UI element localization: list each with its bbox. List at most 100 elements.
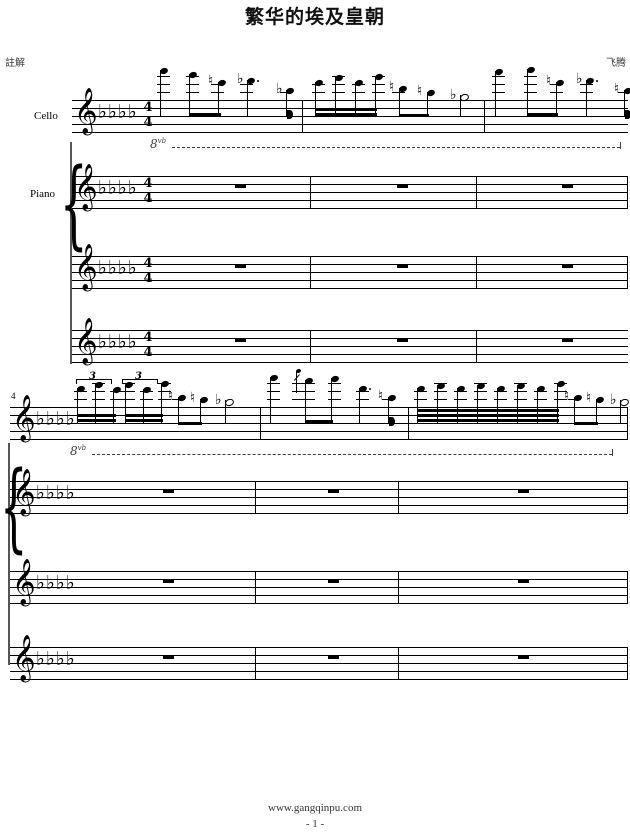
treble-clef-icon: 𝄞 bbox=[12, 635, 36, 681]
time-signature-numerator: 4 bbox=[143, 176, 153, 191]
whole-rest bbox=[328, 489, 339, 493]
staff-line bbox=[10, 439, 628, 440]
page-title: 繁华的埃及皇朝 bbox=[244, 6, 385, 28]
staff-line bbox=[72, 124, 628, 125]
barline bbox=[255, 571, 256, 604]
whole-rest bbox=[562, 264, 573, 268]
measure-number: 4 bbox=[11, 391, 16, 401]
staff-line bbox=[10, 579, 628, 580]
key-signature: ♭♭♭♭ bbox=[98, 331, 138, 353]
staff-piano-upper: 𝄞 ♭♭♭♭ bbox=[10, 472, 628, 514]
barline bbox=[255, 647, 256, 680]
whole-rest bbox=[235, 184, 246, 188]
staff-line bbox=[10, 671, 628, 672]
whole-rest bbox=[235, 338, 246, 342]
barline bbox=[484, 100, 485, 133]
piano-brace: { bbox=[0, 451, 28, 563]
whole-rest bbox=[397, 184, 408, 188]
staff-cello: 𝄞 ♭♭♭♭ 3 3 bbox=[10, 368, 630, 440]
whole-rest bbox=[562, 338, 573, 342]
barline-final bbox=[627, 407, 628, 440]
staff-line bbox=[10, 587, 628, 588]
staff-extra: 𝄞 ♭♭♭♭ 4 4 bbox=[72, 321, 628, 363]
staff-extra: 𝄞 ♭♭♭♭ bbox=[10, 638, 628, 680]
time-signature-denominator: 4 bbox=[143, 345, 153, 360]
annotation-label: 註解 bbox=[5, 58, 25, 69]
treble-clef-icon: 𝄞 bbox=[74, 164, 98, 210]
barline bbox=[476, 176, 477, 209]
staff-piano-upper: 𝄞 ♭♭♭♭ 4 4 bbox=[72, 167, 628, 209]
ottava-8vb-marking: 8vb bbox=[150, 137, 622, 152]
treble-clef-icon: 𝄞 bbox=[74, 244, 98, 290]
key-signature: ♭♭♭♭ bbox=[98, 257, 138, 279]
staff-line bbox=[10, 489, 628, 490]
staff-line bbox=[72, 288, 628, 289]
system-bracket bbox=[8, 443, 10, 665]
staff-line bbox=[10, 571, 628, 572]
key-signature: ♭♭♭♭ bbox=[98, 101, 138, 123]
time-signature-numerator: 4 bbox=[143, 100, 153, 115]
staff-line bbox=[72, 116, 628, 117]
tuplet-number: 3 bbox=[135, 371, 142, 382]
time-signature-denominator: 4 bbox=[143, 115, 153, 130]
staff-line bbox=[72, 184, 628, 185]
treble-clef-icon: 𝄞 bbox=[74, 318, 98, 364]
whole-rest bbox=[518, 579, 529, 583]
staff-line bbox=[72, 100, 628, 101]
whole-rest bbox=[163, 655, 174, 659]
staff-line bbox=[10, 497, 628, 498]
barline bbox=[260, 407, 261, 440]
whole-rest bbox=[328, 655, 339, 659]
treble-clef-icon: 𝄞 bbox=[12, 469, 36, 515]
staff-line bbox=[10, 663, 628, 664]
tuplet-number: 3 bbox=[89, 371, 96, 382]
staff-line bbox=[72, 200, 628, 201]
ottava-8vb-marking: 8vb bbox=[70, 444, 614, 459]
staff-line bbox=[10, 655, 628, 656]
staff-line bbox=[72, 264, 628, 265]
staff-line bbox=[10, 505, 628, 506]
staff-line bbox=[72, 256, 628, 257]
music-system-2: 4 𝄞 ♭♭♭♭ 3 3 bbox=[0, 368, 630, 680]
time-signature-denominator: 4 bbox=[143, 271, 153, 286]
barline bbox=[302, 100, 303, 133]
ottava-label: 8vb bbox=[70, 444, 87, 458]
staff-line bbox=[10, 415, 628, 416]
music-system-1: Cello Piano 𝄞 ♭♭♭♭ 4 4 bbox=[0, 65, 630, 368]
whole-rest bbox=[328, 579, 339, 583]
time-signature-numerator: 4 bbox=[143, 330, 153, 345]
barline bbox=[310, 176, 311, 209]
whole-rest bbox=[397, 338, 408, 342]
barline bbox=[398, 481, 399, 514]
staff-line bbox=[72, 272, 628, 273]
staff-line bbox=[72, 192, 628, 193]
barline-final bbox=[627, 571, 628, 604]
whole-rest bbox=[562, 184, 573, 188]
barline bbox=[310, 330, 311, 363]
key-signature: ♭♭♭♭ bbox=[98, 177, 138, 199]
staff-line bbox=[10, 423, 628, 424]
staff-cello: 𝄞 ♭♭♭♭ 4 4 ♮ bbox=[72, 65, 630, 133]
staff-line bbox=[72, 354, 628, 355]
key-signature: ♭♭♭♭ bbox=[36, 482, 76, 504]
key-signature: ♭♭♭♭ bbox=[36, 572, 76, 594]
key-signature: ♭♭♭♭ bbox=[36, 408, 76, 430]
instrument-name-cello: Cello bbox=[34, 110, 58, 122]
staff-line bbox=[10, 407, 628, 408]
whole-rest bbox=[163, 489, 174, 493]
barline bbox=[476, 256, 477, 289]
staff-line bbox=[10, 513, 628, 514]
system-bracket bbox=[70, 142, 72, 364]
footer-url[interactable]: www.gangqinpu.com bbox=[268, 802, 362, 814]
whole-rest bbox=[235, 264, 246, 268]
time-signature-numerator: 4 bbox=[143, 256, 153, 271]
whole-rest bbox=[397, 264, 408, 268]
tuplet-bracket bbox=[76, 379, 112, 384]
staff-line bbox=[10, 481, 628, 482]
staff-line bbox=[10, 647, 628, 648]
piano-brace: { bbox=[60, 148, 88, 260]
treble-clef-icon: 𝄞 bbox=[12, 559, 36, 605]
barline-final bbox=[627, 647, 628, 680]
barline bbox=[627, 256, 628, 289]
